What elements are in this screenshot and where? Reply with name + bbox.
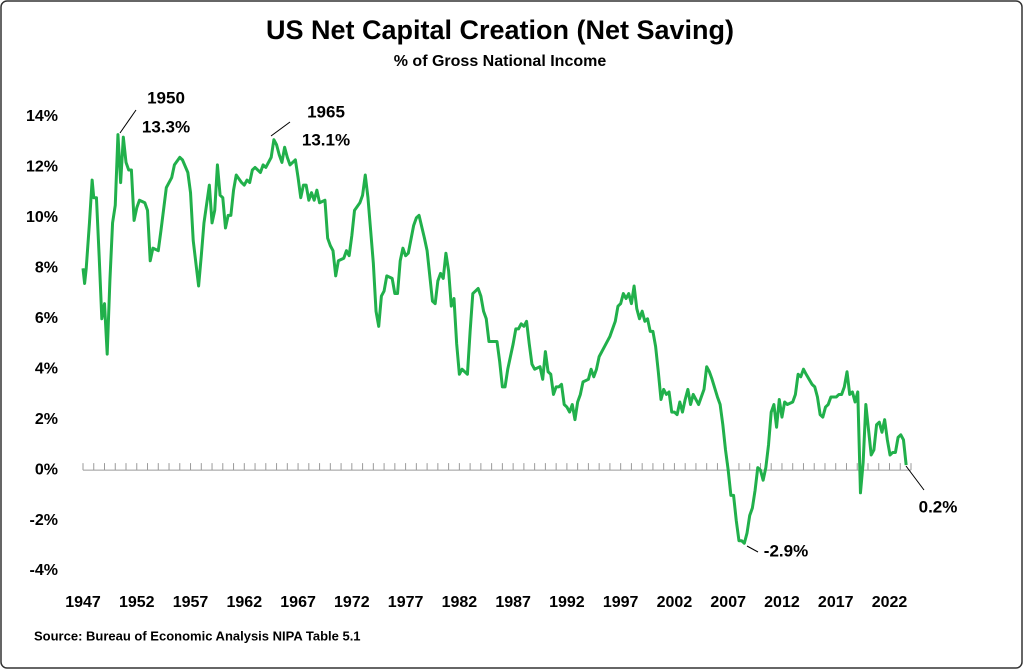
annotation-value: 13.1%	[302, 130, 350, 149]
y-tick-label: 12%	[26, 159, 58, 176]
source-note: Source: Bureau of Economic Analysis NIPA…	[34, 628, 361, 643]
annotation-value: -2.9%	[764, 541, 808, 560]
x-tick-label: 1987	[495, 594, 531, 611]
x-tick-label: 1997	[603, 594, 639, 611]
annotation-year: 1965	[307, 102, 345, 121]
y-tick-label: -2%	[30, 512, 58, 529]
x-tick-label: 1992	[549, 594, 585, 611]
y-tick-label: 4%	[35, 360, 58, 377]
y-tick-label: -4%	[30, 562, 58, 579]
chart-subtitle: % of Gross National Income	[394, 53, 607, 70]
annotation-value: 13.3%	[142, 117, 190, 136]
x-tick-label: 2002	[657, 594, 693, 611]
x-tick-label: 2012	[764, 594, 800, 611]
x-tick-label: 2022	[872, 594, 908, 611]
x-tick-label: 1947	[65, 594, 101, 611]
x-tick-label: 1967	[280, 594, 316, 611]
x-tick-label: 2007	[710, 594, 746, 611]
x-tick-label: 2017	[818, 594, 854, 611]
annotation-value: 0.2%	[919, 497, 958, 516]
x-tick-label: 1957	[173, 594, 209, 611]
chart-title: US Net Capital Creation (Net Saving)	[266, 15, 734, 45]
x-tick-label: 1952	[119, 594, 155, 611]
y-tick-label: 2%	[35, 411, 58, 428]
y-tick-label: 14%	[26, 108, 58, 125]
y-tick-label: 0%	[35, 461, 58, 478]
y-tick-label: 8%	[35, 260, 58, 277]
x-tick-label: 1977	[388, 594, 424, 611]
annotation-leader	[746, 545, 759, 553]
y-tick-label: 6%	[35, 310, 58, 327]
y-tick-label: 10%	[26, 209, 58, 226]
data-line	[81, 133, 908, 545]
x-tick-label: 1962	[227, 594, 263, 611]
annotation-leader	[905, 465, 925, 491]
annotation-leader	[119, 109, 137, 134]
x-tick-label: 1982	[442, 594, 478, 611]
annotation-leader	[270, 121, 291, 137]
x-tick-label: 1972	[334, 594, 370, 611]
annotation-year: 1950	[147, 88, 185, 107]
